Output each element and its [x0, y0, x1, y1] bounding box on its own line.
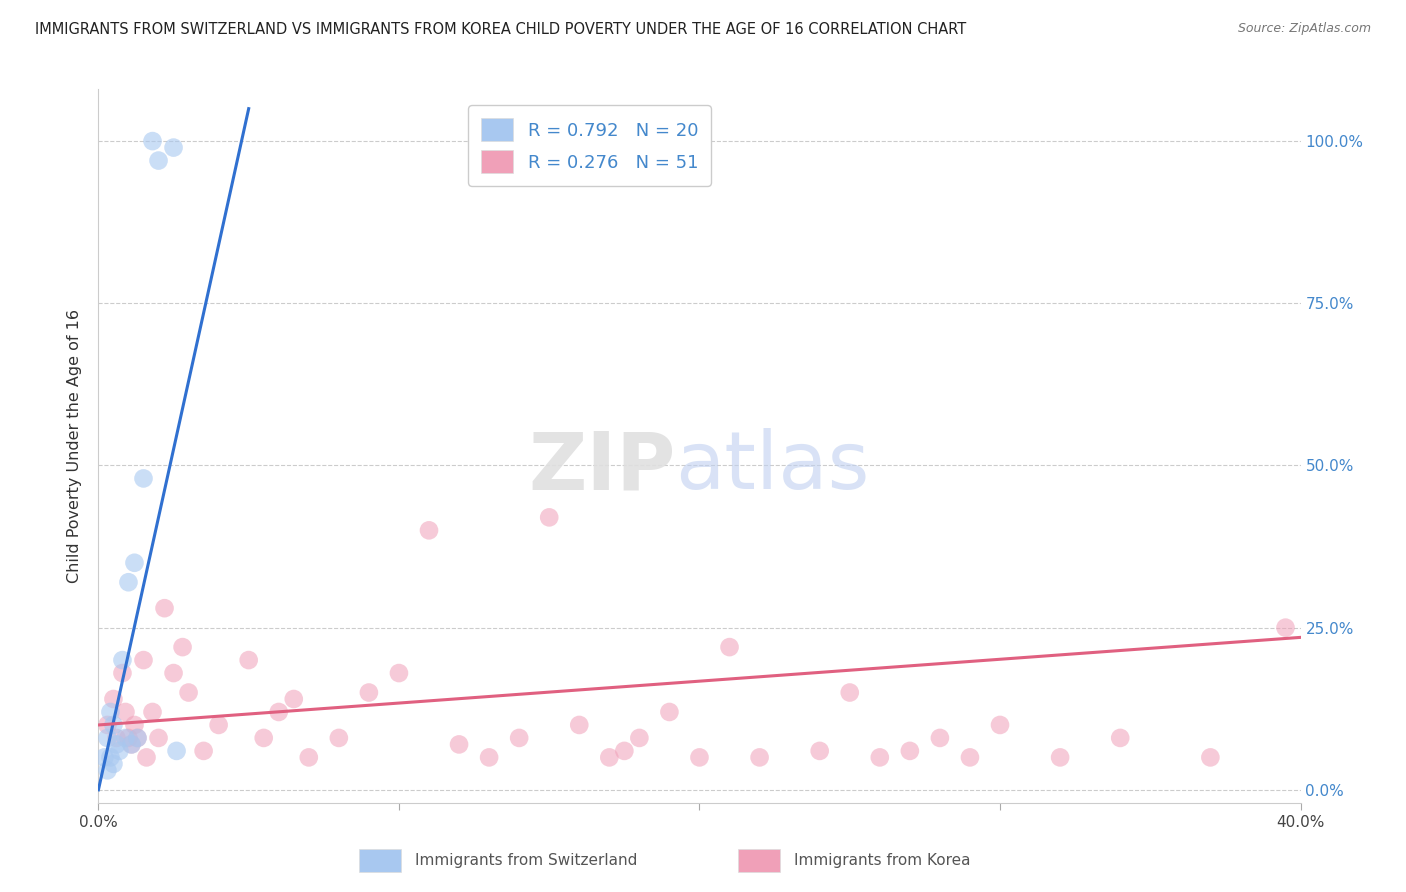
Point — [689, 750, 711, 764]
Point — [388, 666, 411, 681]
Point — [111, 653, 134, 667]
Point — [478, 750, 501, 764]
Point — [124, 718, 146, 732]
Point — [1049, 750, 1071, 764]
Point — [121, 738, 143, 752]
Point — [153, 601, 176, 615]
Point — [748, 750, 770, 764]
Point — [538, 510, 561, 524]
Point — [114, 731, 136, 745]
Point — [598, 750, 620, 764]
Point — [1199, 750, 1222, 764]
Point — [959, 750, 981, 764]
Point — [141, 705, 163, 719]
Legend: R = 0.792   N = 20, R = 0.276   N = 51: R = 0.792 N = 20, R = 0.276 N = 51 — [468, 105, 711, 186]
Text: ZIP: ZIP — [529, 428, 675, 507]
Point — [988, 718, 1011, 732]
Point — [568, 718, 591, 732]
Point — [253, 731, 276, 745]
Point — [808, 744, 831, 758]
Point — [447, 738, 470, 752]
Point — [96, 731, 118, 745]
Point — [718, 640, 741, 654]
Point — [508, 731, 530, 745]
Point — [418, 524, 440, 538]
Text: Immigrants from Switzerland: Immigrants from Switzerland — [415, 854, 637, 868]
Y-axis label: Child Poverty Under the Age of 16: Child Poverty Under the Age of 16 — [67, 309, 83, 583]
Point — [283, 692, 305, 706]
Point — [117, 575, 139, 590]
Point — [162, 140, 184, 154]
Point — [193, 744, 215, 758]
Point — [172, 640, 194, 654]
Point — [898, 744, 921, 758]
Point — [148, 731, 170, 745]
Point — [298, 750, 321, 764]
Point — [117, 731, 139, 745]
Point — [127, 731, 149, 745]
Text: IMMIGRANTS FROM SWITZERLAND VS IMMIGRANTS FROM KOREA CHILD POVERTY UNDER THE AGE: IMMIGRANTS FROM SWITZERLAND VS IMMIGRANT… — [35, 22, 966, 37]
Point — [177, 685, 200, 699]
Point — [93, 750, 115, 764]
Point — [114, 705, 136, 719]
Point — [103, 692, 125, 706]
Point — [103, 756, 125, 771]
Point — [267, 705, 290, 719]
Point — [124, 556, 146, 570]
Text: atlas: atlas — [675, 428, 870, 507]
Point — [613, 744, 636, 758]
Point — [357, 685, 380, 699]
Point — [1274, 621, 1296, 635]
Text: Source: ZipAtlas.com: Source: ZipAtlas.com — [1237, 22, 1371, 36]
Point — [127, 731, 149, 745]
Point — [208, 718, 231, 732]
Point — [1109, 731, 1132, 745]
Point — [103, 718, 125, 732]
Point — [929, 731, 952, 745]
Point — [328, 731, 350, 745]
Point — [105, 738, 128, 752]
Point — [96, 764, 118, 778]
Point — [100, 750, 122, 764]
Point — [141, 134, 163, 148]
Point — [162, 666, 184, 681]
Point — [838, 685, 860, 699]
Point — [96, 718, 118, 732]
Point — [121, 738, 143, 752]
Text: Immigrants from Korea: Immigrants from Korea — [794, 854, 972, 868]
Point — [100, 705, 122, 719]
Point — [166, 744, 188, 758]
Point — [238, 653, 260, 667]
Point — [869, 750, 891, 764]
Point — [132, 471, 155, 485]
Point — [135, 750, 157, 764]
Point — [148, 153, 170, 168]
Point — [628, 731, 651, 745]
Point — [105, 731, 128, 745]
Point — [132, 653, 155, 667]
Point — [108, 744, 131, 758]
Point — [658, 705, 681, 719]
Point — [111, 666, 134, 681]
